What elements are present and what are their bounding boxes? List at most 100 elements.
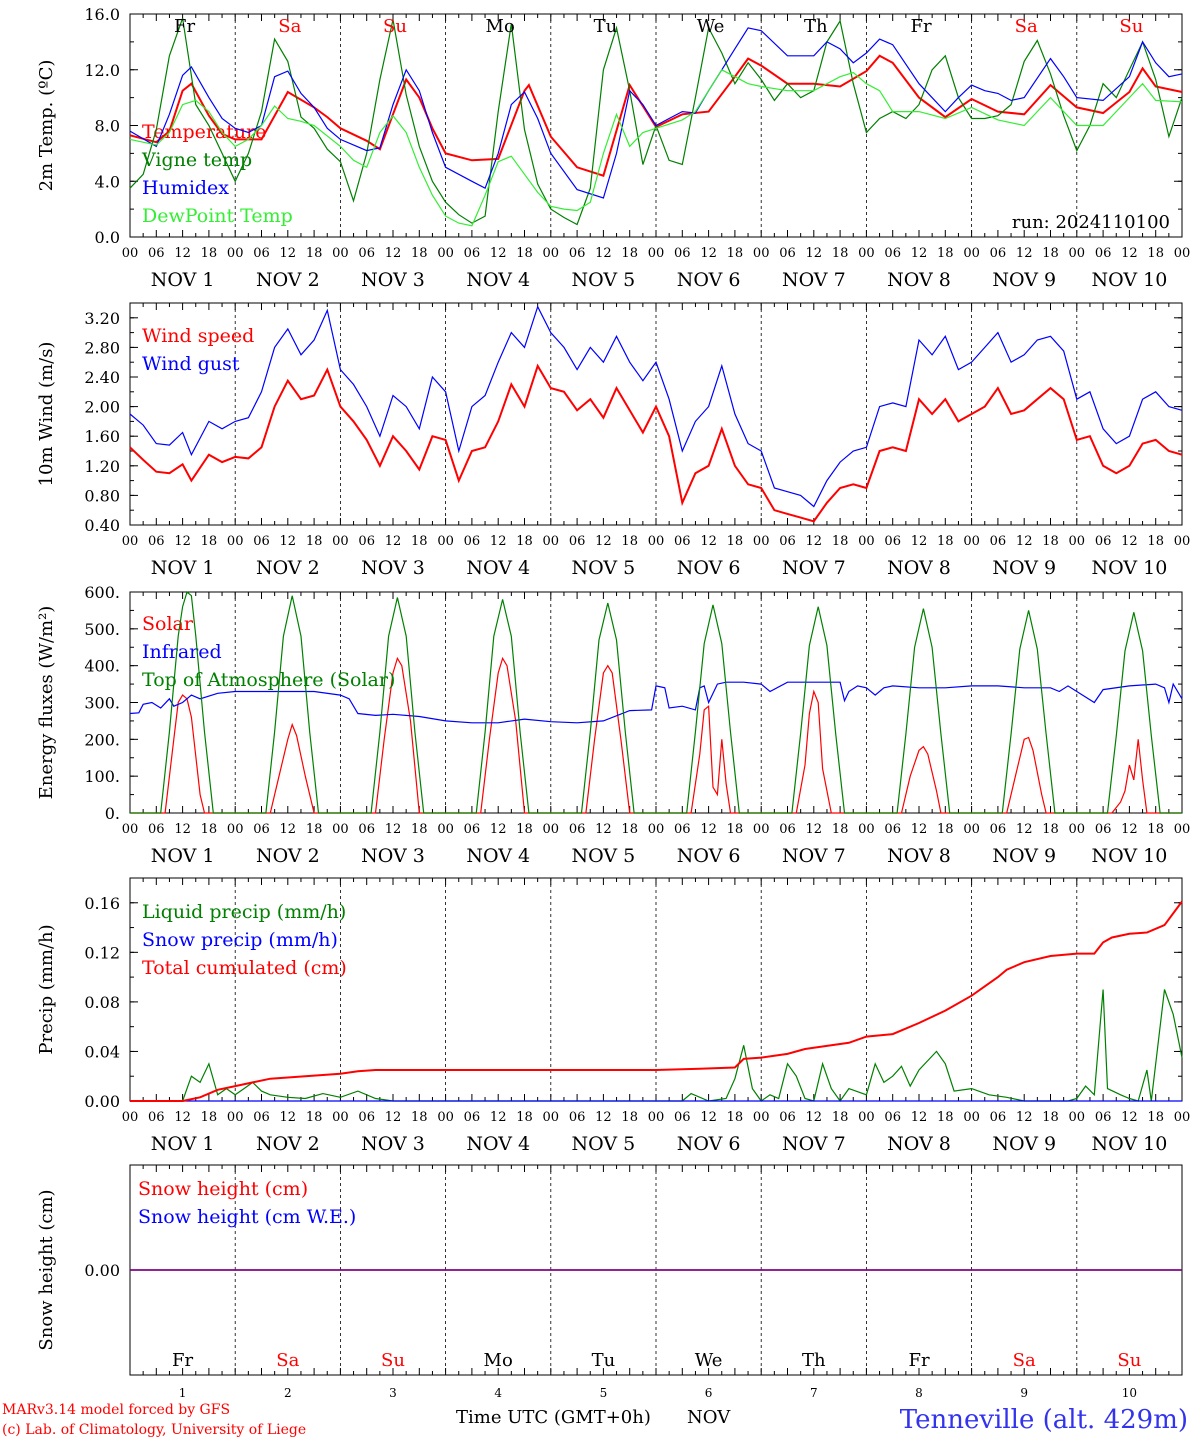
hour-label: 12 bbox=[174, 534, 191, 549]
hour-label: 18 bbox=[1042, 534, 1059, 549]
hour-label: 00 bbox=[1069, 534, 1086, 549]
hour-label: 00 bbox=[543, 534, 560, 549]
series-line-temp-2 bbox=[129, 27, 1183, 199]
hour-label: 18 bbox=[411, 1110, 428, 1125]
hour-label: 06 bbox=[779, 1110, 796, 1125]
y-tick-label: 3.20 bbox=[84, 309, 120, 328]
series-line-wind-1 bbox=[129, 305, 1183, 508]
hour-label: 12 bbox=[490, 1110, 507, 1125]
hour-label: 06 bbox=[569, 822, 586, 837]
hour-label: 18 bbox=[727, 822, 744, 837]
legend-entry: Infrared bbox=[142, 641, 222, 663]
date-label: NOV 8 bbox=[887, 845, 951, 867]
hour-label: 12 bbox=[911, 1110, 928, 1125]
hour-label: 12 bbox=[806, 534, 823, 549]
hour-label: 12 bbox=[385, 246, 402, 261]
hour-label: 00 bbox=[122, 534, 139, 549]
credit-line-1: MARv3.14 model forced by GFS bbox=[2, 1402, 230, 1418]
day-name: Sa bbox=[1015, 16, 1038, 37]
date-label: NOV 2 bbox=[256, 1133, 320, 1155]
hour-label: 18 bbox=[306, 246, 323, 261]
y-axis-label: 2m Temp. (ºC) bbox=[36, 60, 57, 192]
date-label: NOV 5 bbox=[572, 845, 636, 867]
hour-label: 06 bbox=[358, 534, 375, 549]
date-label: NOV 4 bbox=[466, 269, 530, 291]
hour-label: 00 bbox=[227, 822, 244, 837]
hour-label: 06 bbox=[253, 822, 270, 837]
y-tick-label: 4.0 bbox=[95, 172, 120, 191]
hour-label: 06 bbox=[674, 534, 691, 549]
hour-label: 06 bbox=[569, 246, 586, 261]
day-name: Sa bbox=[1013, 1350, 1036, 1371]
hour-label: 00 bbox=[858, 534, 875, 549]
hour-label: 06 bbox=[464, 246, 481, 261]
y-tick-label: 0.40 bbox=[84, 516, 120, 535]
date-label: NOV 2 bbox=[256, 845, 320, 867]
date-label: NOV 5 bbox=[572, 1133, 636, 1155]
hour-label: 12 bbox=[1016, 246, 1033, 261]
date-label: NOV 7 bbox=[782, 1133, 846, 1155]
hour-label: 12 bbox=[1121, 822, 1138, 837]
date-label: NOV 8 bbox=[887, 557, 951, 579]
hour-label: 00 bbox=[648, 1110, 665, 1125]
credit-line-2: (c) Lab. of Climatology, University of L… bbox=[2, 1422, 306, 1438]
y-tick-label: 16.0 bbox=[84, 5, 120, 24]
y-tick-label: 1.60 bbox=[84, 427, 120, 446]
hour-label: 00 bbox=[437, 822, 454, 837]
hour-label: 00 bbox=[122, 1110, 139, 1125]
hour-label: 18 bbox=[411, 246, 428, 261]
day-name: Su bbox=[1117, 1350, 1141, 1371]
series-line-wind-0 bbox=[129, 363, 1183, 523]
date-label: NOV 10 bbox=[1091, 557, 1167, 579]
series-line-energy-0 bbox=[130, 656, 1182, 814]
hour-label: 12 bbox=[595, 1110, 612, 1125]
hour-label: 06 bbox=[569, 534, 586, 549]
hour-label: 18 bbox=[727, 534, 744, 549]
day-number: 9 bbox=[1020, 1386, 1028, 1400]
hour-label: 06 bbox=[253, 1110, 270, 1125]
y-axis-label: Energy fluxes (W/m²) bbox=[36, 606, 57, 800]
panel-wind: 0.40 0.80 1.20 1.60 2.00 2.40 2.80 3.20 10m Wind… bbox=[36, 302, 1190, 579]
hour-label: 12 bbox=[280, 246, 297, 261]
hour-label: 18 bbox=[621, 246, 638, 261]
series-line-energy-2 bbox=[130, 590, 1182, 814]
hour-label: 12 bbox=[595, 534, 612, 549]
date-label: NOV 10 bbox=[1091, 269, 1167, 291]
series-line-temp-1 bbox=[129, 18, 1183, 226]
y-axis-label: Snow height (cm) bbox=[36, 1189, 57, 1350]
hour-label: 06 bbox=[1095, 246, 1112, 261]
hour-label: 06 bbox=[253, 534, 270, 549]
legend-entry: Snow height (cm) bbox=[138, 1178, 308, 1200]
y-tick-label: 400. bbox=[84, 657, 120, 676]
date-label: NOV 1 bbox=[151, 269, 215, 291]
hour-label: 00 bbox=[858, 822, 875, 837]
hour-label: 00 bbox=[1069, 246, 1086, 261]
hour-label: 06 bbox=[990, 1110, 1007, 1125]
day-number: 7 bbox=[810, 1386, 818, 1400]
hour-label: 00 bbox=[963, 1110, 980, 1125]
day-name: Tu bbox=[592, 1350, 616, 1371]
y-tick-label: 0.00 bbox=[84, 1092, 120, 1111]
hour-label: 06 bbox=[990, 822, 1007, 837]
hour-label: 06 bbox=[674, 822, 691, 837]
legend-entry: Liquid precip (mm/h) bbox=[142, 901, 346, 923]
hour-label: 06 bbox=[1095, 822, 1112, 837]
day-number: 3 bbox=[389, 1386, 397, 1400]
hour-label: 06 bbox=[148, 246, 165, 261]
hour-label: 00 bbox=[543, 1110, 560, 1125]
hour-label: 12 bbox=[700, 534, 717, 549]
legend-entry: Temperature bbox=[142, 121, 266, 143]
hour-label: 06 bbox=[674, 246, 691, 261]
hour-label: 06 bbox=[884, 246, 901, 261]
day-name: Fr bbox=[174, 16, 195, 37]
y-tick-label: 2.00 bbox=[84, 398, 120, 417]
hour-label: 12 bbox=[911, 534, 928, 549]
day-number: 5 bbox=[600, 1386, 608, 1400]
hour-label: 06 bbox=[148, 534, 165, 549]
date-label: NOV 6 bbox=[677, 269, 741, 291]
hour-label: 18 bbox=[621, 1110, 638, 1125]
date-label: NOV 4 bbox=[466, 557, 530, 579]
hour-label: 00 bbox=[963, 246, 980, 261]
hour-label: 00 bbox=[332, 534, 349, 549]
y-tick-label: 0. bbox=[105, 804, 120, 823]
